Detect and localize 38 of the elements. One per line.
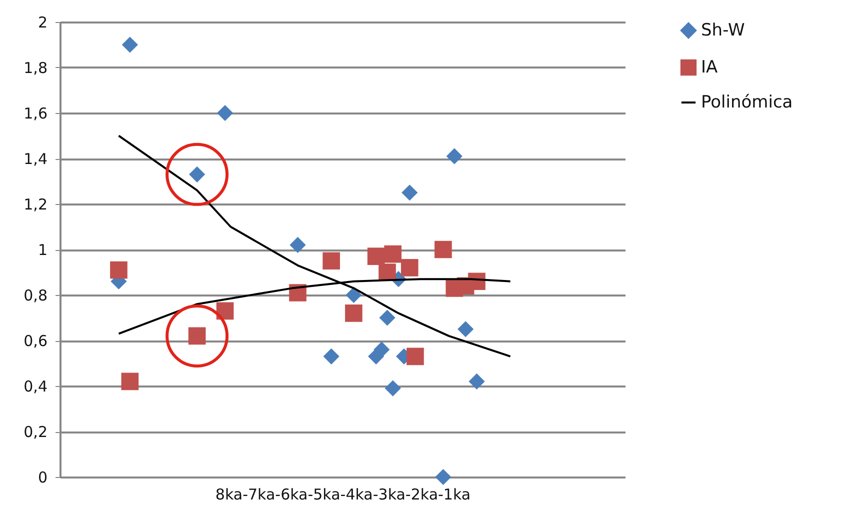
point — [384, 245, 402, 263]
y-tick-label: 2 — [38, 14, 48, 32]
point — [434, 240, 452, 258]
y-tick-label: 1,8 — [24, 59, 48, 77]
point — [323, 348, 340, 364]
point — [346, 286, 362, 304]
y-tick-label: 1,4 — [24, 150, 48, 168]
y-tick-label: 0,4 — [24, 378, 48, 396]
point — [216, 104, 234, 122]
y-tick-label: 1,2 — [24, 196, 48, 214]
point — [468, 373, 485, 390]
point — [290, 236, 306, 254]
legend-label: IA — [701, 58, 718, 78]
y-tick-label: 0,8 — [24, 286, 48, 304]
y-tick-label: 1,6 — [24, 104, 48, 122]
point — [110, 261, 128, 279]
line-series — [118, 134, 512, 358]
x-axis-title: 8ka-7ka-6ka-5ka-4ka-3ka-2ka-1ka — [215, 486, 471, 504]
y-tick-label: 1 — [38, 241, 48, 259]
y-tick-label: 0 — [38, 468, 48, 486]
legend-label: Sh-W — [701, 20, 746, 40]
point — [122, 36, 138, 53]
point — [400, 259, 418, 276]
y-tick-label: 0,2 — [24, 423, 48, 441]
point — [406, 348, 424, 366]
point — [402, 184, 418, 201]
point — [121, 372, 139, 390]
point — [446, 148, 462, 164]
point — [435, 468, 452, 486]
y-tick-label: 0,6 — [24, 332, 48, 350]
point — [345, 304, 362, 322]
point — [458, 321, 474, 338]
point — [379, 310, 396, 326]
point — [367, 248, 385, 265]
legend-label: Polinómica — [701, 92, 793, 112]
point — [384, 380, 401, 396]
point — [322, 252, 340, 270]
point — [374, 342, 390, 358]
